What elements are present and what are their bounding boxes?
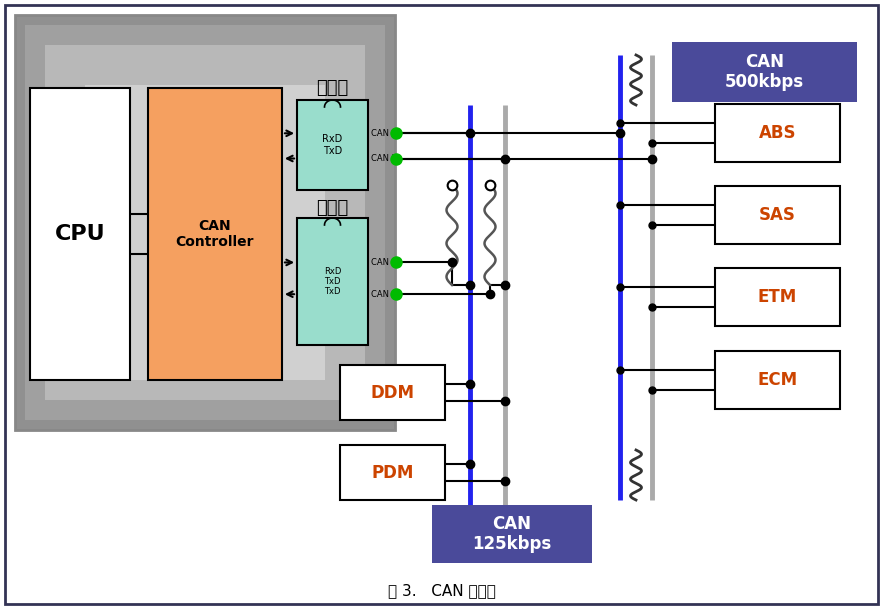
Bar — [297, 218, 368, 345]
Bar — [15, 15, 395, 430]
Text: 收发器: 收发器 — [316, 199, 349, 217]
Text: RxD
TxD: RxD TxD — [322, 134, 343, 156]
Bar — [340, 365, 445, 420]
Bar — [85, 85, 325, 380]
Text: CAN H: CAN H — [371, 128, 398, 138]
Text: ABS: ABS — [758, 124, 796, 142]
Text: CAN
500kbps: CAN 500kbps — [725, 52, 804, 91]
Text: 收发器: 收发器 — [316, 79, 349, 97]
Bar — [297, 100, 368, 190]
Bar — [340, 445, 445, 500]
Text: RxD
TxD
TxD: RxD TxD TxD — [324, 267, 341, 297]
Bar — [715, 268, 840, 326]
Text: PDM: PDM — [372, 463, 414, 482]
Text: SAS: SAS — [759, 206, 796, 224]
Text: ETM: ETM — [758, 288, 797, 306]
Text: ECM: ECM — [758, 371, 797, 389]
Bar — [715, 186, 840, 244]
Text: DDM: DDM — [371, 384, 414, 401]
Bar — [148, 88, 282, 380]
Text: CAN
Controller: CAN Controller — [176, 219, 254, 249]
Text: CAN H: CAN H — [371, 258, 398, 267]
Text: CPU: CPU — [55, 224, 105, 244]
Text: 图 3.   CAN 连接图: 图 3. CAN 连接图 — [388, 583, 495, 599]
Bar — [672, 42, 857, 102]
Text: CAN L: CAN L — [371, 290, 396, 298]
Bar — [432, 505, 592, 563]
Bar — [715, 104, 840, 162]
Bar — [25, 25, 385, 420]
Text: CAN L: CAN L — [371, 154, 396, 163]
Bar — [45, 45, 365, 400]
Bar — [30, 88, 130, 380]
Text: CAN
125kbps: CAN 125kbps — [472, 515, 552, 554]
Bar — [715, 351, 840, 409]
